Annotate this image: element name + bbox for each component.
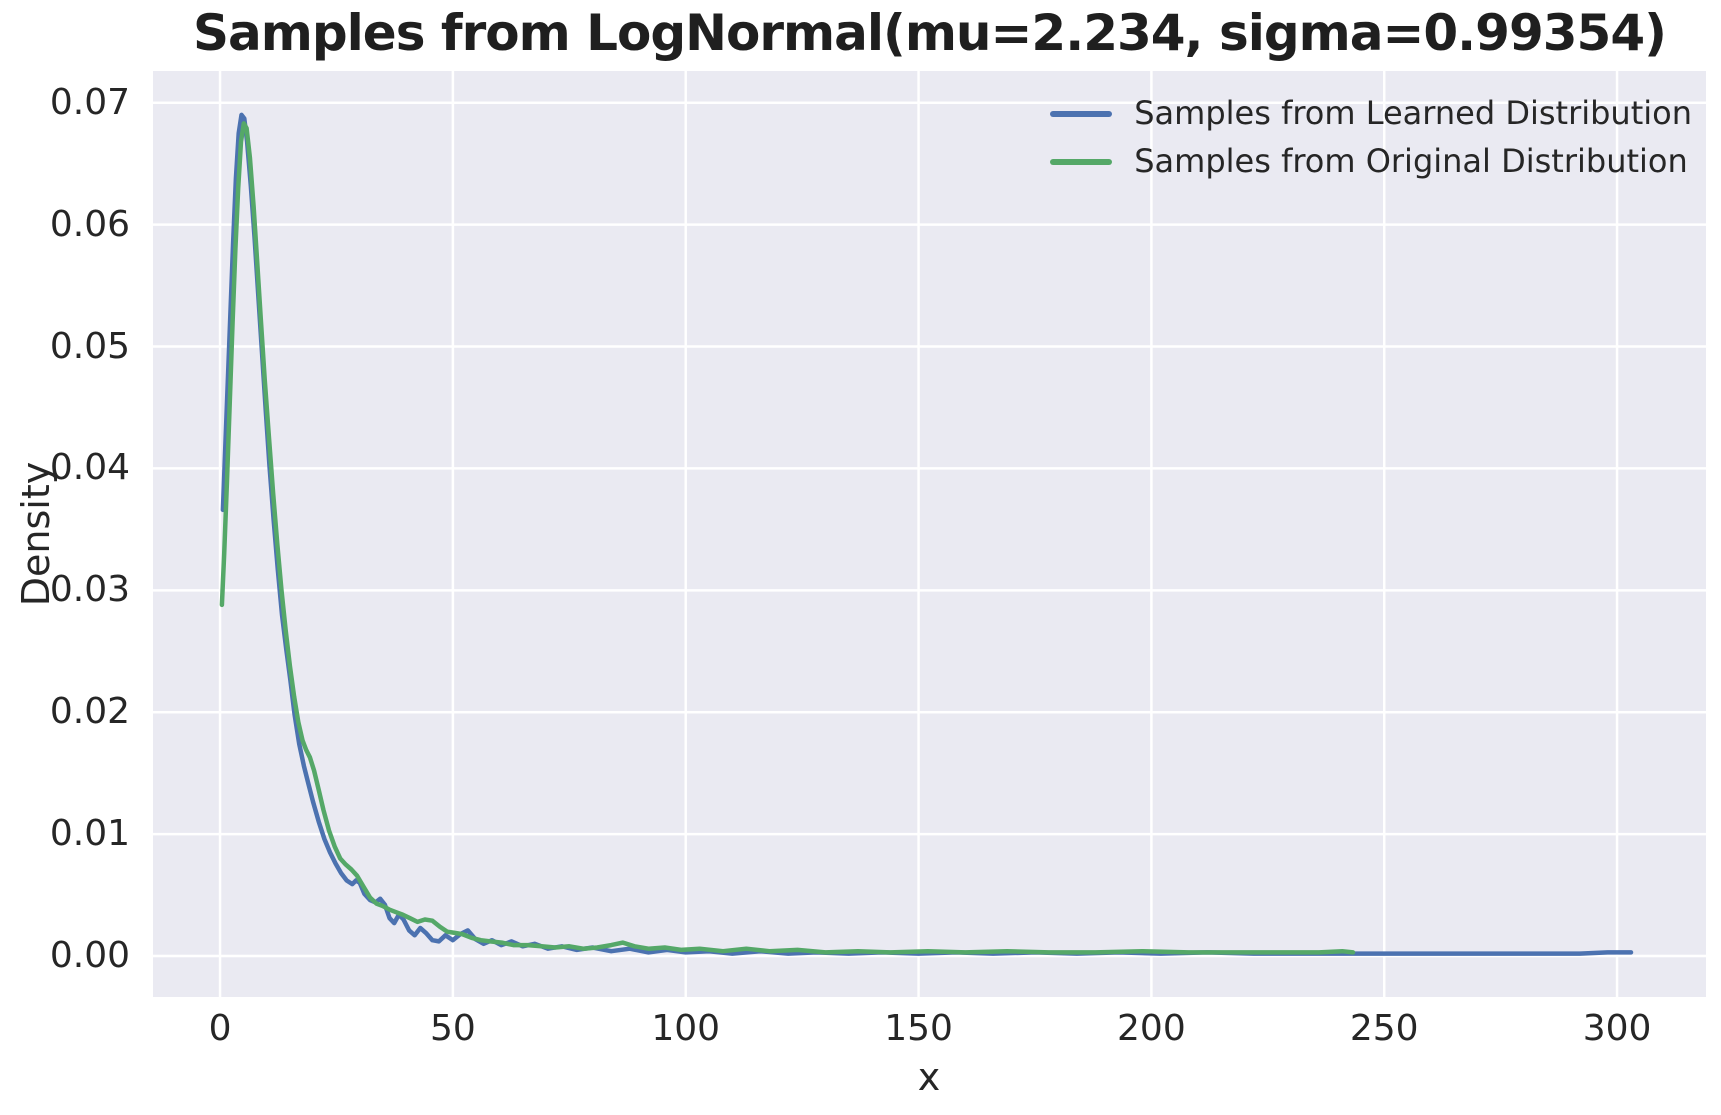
kde-curve-learned [220,112,1634,956]
legend: Samples from Learned Distribution Sample… [1050,93,1692,182]
legend-item-original: Samples from Original Distribution [1050,141,1688,182]
kde-curves-canvas [153,71,1706,997]
y-tick-label: 0.01 [49,813,130,855]
y-tick-label: 0.04 [49,447,130,489]
legend-swatch-learned-line [1050,110,1113,117]
kde-curve-original [219,121,1356,955]
legend-label-learned: Samples from Learned Distribution [1134,94,1692,132]
y-axis-label: Density [14,461,58,607]
y-tick-label: 0.00 [49,935,130,977]
y-tick-label: 0.02 [49,691,130,733]
legend-swatch-original-line [1050,158,1113,165]
y-tick-label: 0.05 [49,325,130,367]
x-tick-label: 300 [1582,1008,1652,1049]
x-tick-label: 100 [651,1008,721,1049]
x-axis-label: x [917,1055,941,1099]
y-tick-label: 0.07 [49,81,130,123]
x-tick-label: 0 [208,1008,232,1049]
legend-label-original: Samples from Original Distribution [1134,142,1688,180]
x-tick-label: 200 [1117,1008,1186,1049]
y-tick-label: 0.06 [49,203,130,245]
chart-title: Samples from LogNormal(mu=2.234, sigma=0… [193,4,1667,62]
x-tick-label: 250 [1349,1008,1419,1049]
x-tick-label: 50 [429,1008,476,1049]
plot-area: Samples from Learned Distribution Sample… [153,71,1706,997]
y-tick-label: 0.03 [49,569,130,611]
x-tick-label: 150 [884,1008,953,1049]
legend-item-learned: Samples from Learned Distribution [1050,93,1692,134]
